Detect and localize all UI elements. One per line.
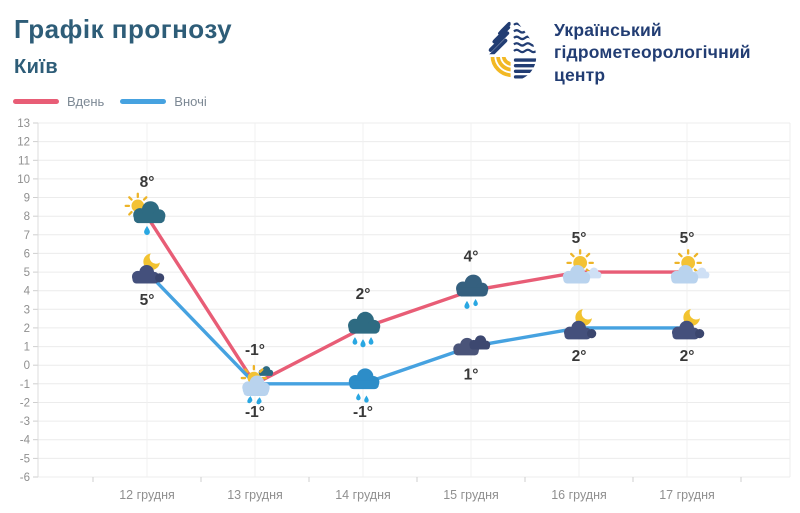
y-tick-label: 7 [24,230,30,242]
moon-cloud-icon [563,309,597,340]
y-tick-label: -1 [20,379,30,391]
y-tick-label: 2 [24,323,30,335]
point-label: -1° [353,404,373,421]
x-tick-label: 16 грудня [551,488,607,502]
point-label: 4° [464,249,479,266]
point-label: -1° [245,342,265,359]
y-tick-label: 10 [17,174,30,186]
x-tick-label: 12 грудня [119,488,175,502]
y-tick-label: 13 [17,118,30,130]
legend-label: Вночі [174,94,207,109]
legend-item-day[interactable]: Вдень [13,94,104,109]
legend-label: Вдень [67,94,105,109]
legend-swatch [13,99,59,104]
uhmc-logo-text: Український гідрометеорологічний центр [554,10,751,86]
y-tick-label: -6 [20,472,30,484]
uhmc-logo-line2: гідрометеорологічний [554,42,751,63]
chart-legend: Вдень Вночі [13,94,207,109]
sun-cloud-rain-dark-icon [124,192,166,235]
point-label: 8° [140,174,155,191]
y-tick-label: 3 [24,304,30,316]
x-tick-label: 17 грудня [659,488,715,502]
cloud-drizzle-light-icon [242,375,270,404]
page-title: Графік прогнозу [14,14,233,44]
y-tick-label: 4 [24,286,31,298]
y-tick-label: 11 [18,155,30,167]
moon-cloud-icon [671,309,705,340]
legend-swatch [120,99,167,104]
y-tick-label: 9 [24,193,30,205]
y-tick-label: -3 [20,416,30,428]
moon-cloud-icon [131,253,165,284]
cloud-rain-dark-3-icon [348,311,381,348]
point-label: 5° [680,230,695,247]
uhmc-logo-line1: Український [554,20,662,40]
point-label: 5° [572,230,587,247]
legend-item-night[interactable]: Вночі [120,94,207,109]
point-label: 2° [680,348,695,365]
point-label: 5° [140,292,155,309]
y-tick-label: 5 [24,267,30,279]
sun-cloud-icon [670,249,710,284]
point-label: -1° [245,404,265,421]
y-tick-label: 0 [24,360,30,372]
cloud-rain-dark-2-icon [456,274,489,309]
x-tick-label: 14 грудня [335,488,391,502]
cloud-rain-blue-icon [348,368,380,403]
uhmc-drop-icon [487,14,537,81]
point-label: 1° [464,367,479,384]
series-line-day [145,214,689,386]
y-tick-label: 12 [17,137,30,149]
y-tick-label: -2 [20,398,30,410]
x-tick-label: 15 грудня [443,488,499,502]
point-label: 2° [356,286,371,303]
point-label: 2° [572,348,587,365]
y-tick-label: 6 [24,248,30,260]
series-line-night [145,270,689,386]
x-tick-label: 13 грудня [227,488,283,502]
sun-cloud-icon [562,249,602,284]
y-tick-label: 8 [24,211,30,223]
y-tick-label: -4 [20,435,31,447]
city-subtitle: Київ [14,56,59,78]
uhmc-logo: Український гідрометеорологічний центр [484,10,751,90]
y-tick-label: 1 [24,342,30,354]
clouds-dark-icon [453,335,491,356]
x-gridlines: 12 грудня 13 грудня 14 грудня 15 грудня 16 г… [37,123,791,502]
y-tick-label: -5 [20,453,30,465]
uhmc-logo-line3: центр [554,64,606,85]
